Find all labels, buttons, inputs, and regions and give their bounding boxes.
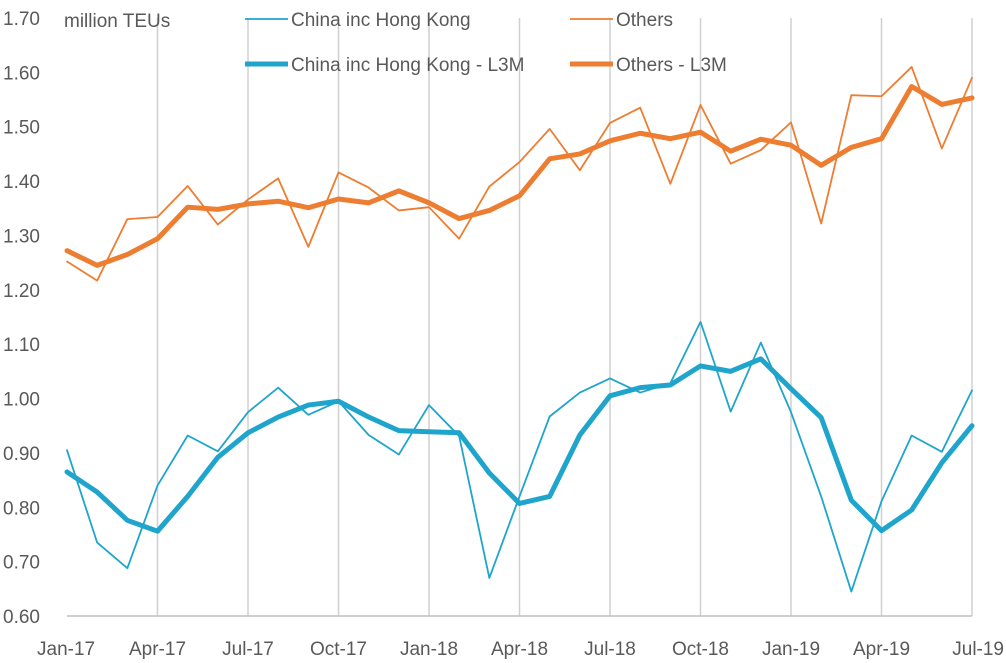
x-tick-label: Apr-17 [129,639,186,660]
y-tick-label: 1.20 [3,281,40,302]
y-tick-label: 1.00 [3,390,40,411]
x-tick-label: Oct-18 [672,639,729,660]
x-tick-label: Jan-18 [400,639,458,660]
series-line-china-inc-hong-kong-l3m [64,356,975,534]
y-tick-label: 1.60 [3,63,40,84]
y-tick-label: 1.30 [3,226,40,247]
x-tick-label: Jul-17 [222,639,274,660]
y-tick-label: 1.70 [3,9,40,30]
plot-series [64,66,975,593]
x-tick-label: Apr-19 [853,639,910,660]
series-line-others [66,66,973,282]
y-tick-label: 1.10 [3,335,40,356]
y-tick-label: 0.90 [3,444,40,465]
series-line-china-inc-hong-kong [66,320,973,593]
x-tick-label: Oct-17 [310,639,367,660]
x-axis-tick-labels: Jan-17 Apr-17 Jul-17 Oct-17 Jan-18 Apr-18 Jul-… [37,639,1004,660]
x-tick-label: Jan-19 [762,639,820,660]
y-tick-label: 0.70 [3,553,40,574]
y-tick-label: 1.50 [3,118,40,139]
series-line-others-l3m [64,84,975,268]
legend-label-others: Others [616,10,673,31]
legend: China inc Hong Kong Others China inc Hon… [245,10,727,76]
y-tick-label: 0.60 [3,607,40,628]
x-tick-label: Jul-19 [952,639,1004,660]
x-tick-label: Apr-18 [491,639,548,660]
y-axis-tick-labels: 0.60 0.70 0.80 0.90 1.00 1.10 1.20 1.30 1.40 1.50… [3,9,40,628]
x-tick-label: Jan-17 [37,639,95,660]
legend-label-china: China inc Hong Kong [291,10,471,31]
legend-label-others-l3m: Others - L3M [616,55,727,76]
vertical-gridlines [156,18,973,616]
legend-label-china-l3m: China inc Hong Kong - L3M [291,55,524,76]
unit-label: million TEUs [64,11,170,32]
y-tick-label: 0.80 [3,498,40,519]
y-tick-label: 1.40 [3,172,40,193]
x-tick-label: Jul-18 [584,639,636,660]
